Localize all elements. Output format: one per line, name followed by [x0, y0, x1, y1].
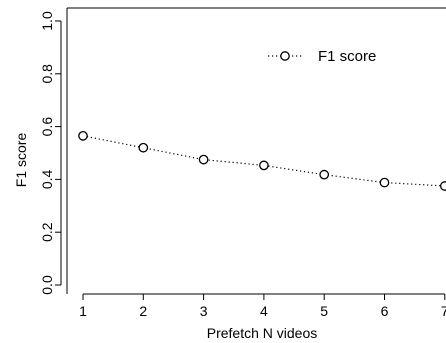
data-point [379, 177, 390, 188]
series-group [78, 130, 446, 191]
x-axis: 1 2 3 4 5 6 7 [79, 293, 446, 319]
legend: F1 score [268, 48, 376, 65]
data-point [439, 181, 446, 191]
x-tick-label: 2 [139, 303, 147, 319]
y-tick-label: 0.6 [39, 117, 55, 137]
x-tick-label: 7 [441, 303, 446, 319]
y-axis-title: F1 score [13, 133, 29, 188]
x-tick-label: 3 [200, 303, 208, 319]
x-tick-label: 1 [79, 303, 87, 319]
x-tick-label: 6 [381, 303, 389, 319]
y-tick-label: 0.0 [39, 275, 55, 295]
legend-label: F1 score [318, 48, 376, 65]
plot-frame [66, 7, 446, 294]
x-tick-label: 4 [260, 303, 268, 319]
y-tick-label: 0.8 [39, 64, 55, 84]
data-point [198, 154, 209, 165]
y-tick-label: 0.2 [39, 222, 55, 242]
y-tick-label: 0.4 [39, 169, 55, 189]
y-tick-label: 1.0 [39, 11, 55, 31]
data-point [259, 160, 269, 171]
data-point [138, 142, 149, 153]
data-point [319, 169, 330, 180]
legend-marker [280, 51, 290, 61]
y-axis: 0.0 0.2 0.4 0.6 0.8 1.0 [39, 11, 62, 295]
data-point [78, 130, 88, 141]
x-tick-label: 5 [320, 303, 328, 319]
x-axis-title: Prefetch N videos [207, 325, 318, 341]
